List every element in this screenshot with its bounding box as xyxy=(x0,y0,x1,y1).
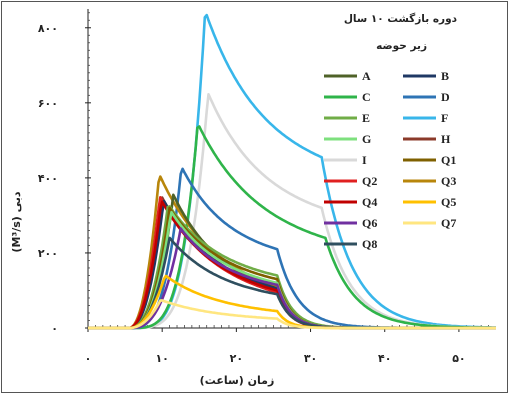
legend-label-q2: Q2 xyxy=(362,174,377,188)
y-axis-title: (M³/s) دبی xyxy=(10,191,23,252)
legend-label-q8: Q8 xyxy=(362,237,377,251)
legend-label-f: F xyxy=(441,111,448,125)
y-tick-label: ۰ xyxy=(51,322,58,335)
legend-label-i: I xyxy=(362,153,367,167)
legend-label-a: A xyxy=(362,69,371,83)
series-line-c xyxy=(88,125,496,330)
legend-label-q3: Q3 xyxy=(441,174,456,188)
y-tick-label: ۴۰۰ xyxy=(38,172,58,185)
legend-label-q4: Q4 xyxy=(362,195,377,209)
legend-label-q6: Q6 xyxy=(362,216,377,230)
legend-subtitle: زیر حوضه xyxy=(376,40,427,52)
legend-label-h: H xyxy=(441,132,451,146)
x-axis-title: زمان (ساعت) xyxy=(200,374,275,387)
x-tick-label: ۳۰ xyxy=(304,352,317,365)
x-tick-label: ۰ xyxy=(85,352,92,365)
x-tick-label: ۱۰ xyxy=(155,352,168,365)
y-tick-label: ۸۰۰ xyxy=(38,22,58,35)
x-tick-label: ۴۰ xyxy=(378,352,391,365)
legend-label-q7: Q7 xyxy=(441,216,456,230)
legend-label-d: D xyxy=(441,90,450,104)
legend-label-q5: Q5 xyxy=(441,195,456,209)
legend-label-g: G xyxy=(362,132,371,146)
x-tick-label: ۵۰ xyxy=(452,352,465,365)
series-line-q7 xyxy=(88,299,496,330)
x-tick-label: ۲۰ xyxy=(230,352,243,365)
legend-label-c: C xyxy=(362,90,371,104)
legend-label-e: E xyxy=(362,111,370,125)
legend-label-b: B xyxy=(441,69,449,83)
legend-title: دوره بازگشت ۱۰ سال xyxy=(344,12,458,25)
legend-label-q1: Q1 xyxy=(441,153,456,167)
y-tick-label: ۶۰۰ xyxy=(38,97,58,110)
y-tick-label: ۲۰۰ xyxy=(38,247,58,260)
